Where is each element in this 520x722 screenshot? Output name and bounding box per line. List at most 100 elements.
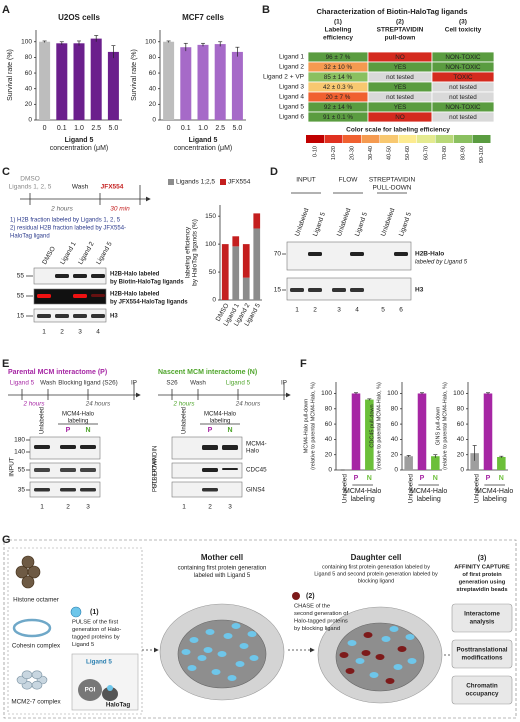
lane-number: 3 bbox=[337, 307, 341, 314]
x-tick-label: Unlabeled bbox=[341, 474, 348, 504]
blot-band bbox=[350, 252, 364, 256]
legend-swatch bbox=[168, 179, 174, 185]
outcome-label: modifications bbox=[462, 655, 503, 662]
y-tick-label: 100 bbox=[145, 38, 156, 45]
x-tick-label: 0.1 bbox=[181, 125, 191, 132]
row-label: Ligand 6 bbox=[279, 114, 304, 121]
scale-label: 90-100 bbox=[479, 146, 485, 163]
panel-label: B bbox=[262, 4, 270, 16]
blot-band bbox=[34, 488, 50, 492]
cell-text: YES bbox=[394, 104, 407, 111]
blot-band bbox=[91, 294, 105, 297]
blot-band bbox=[332, 288, 346, 292]
y-tick-label: 0 bbox=[394, 467, 398, 474]
step-text: generation using bbox=[459, 580, 506, 586]
y-tick-label: 60 bbox=[25, 70, 33, 77]
protein-icon bbox=[369, 672, 379, 678]
blot-band bbox=[202, 488, 218, 492]
y-tick-label: 50 bbox=[209, 269, 217, 276]
scale-swatch bbox=[324, 135, 343, 143]
scale-swatch bbox=[417, 135, 435, 143]
protein-icon bbox=[381, 636, 391, 642]
blot bbox=[33, 308, 107, 323]
lane-label: Ligand 5 bbox=[398, 211, 413, 237]
lane-number: 3 bbox=[78, 329, 82, 336]
blot-band bbox=[308, 252, 322, 256]
x-tick-label: 0 bbox=[167, 125, 171, 132]
group-label: FLOW bbox=[339, 177, 359, 184]
step-text: tagged proteins by bbox=[72, 635, 120, 641]
lane-label: N bbox=[85, 427, 90, 434]
lane-label: P bbox=[66, 427, 71, 434]
complex-label: Histone octamer bbox=[13, 597, 59, 604]
cell-text: not tested bbox=[386, 94, 414, 101]
y-axis-label: (relative to parental MCM4-Halo, %) bbox=[376, 382, 382, 470]
blot-header: labeling bbox=[68, 419, 89, 425]
mcm-icon bbox=[21, 670, 33, 680]
x-tick-label: 2.5 bbox=[215, 125, 225, 132]
cell-title: Mother cell bbox=[201, 553, 243, 562]
frame bbox=[3, 539, 517, 719]
scale-swatch bbox=[472, 135, 491, 143]
column-header: STREPTAVIDIN bbox=[377, 27, 424, 34]
y-tick-label: 60 bbox=[149, 70, 157, 77]
cell-text: NO bbox=[395, 54, 405, 61]
step-label: Ligand 5 bbox=[10, 380, 35, 387]
y-axis-label: labeling efficiency bbox=[185, 226, 192, 278]
chart-title: U2OS cells bbox=[58, 13, 100, 22]
bar bbox=[417, 393, 427, 470]
halotag-icon bbox=[102, 687, 118, 701]
y-tick-label: 40 bbox=[391, 436, 399, 443]
protein-icon bbox=[235, 661, 245, 667]
scale-swatch bbox=[306, 135, 324, 143]
x-tick-label: 2.5 bbox=[91, 125, 101, 132]
y-axis-label: Survival rate (%) bbox=[7, 49, 14, 101]
blot-band bbox=[222, 468, 238, 470]
bar bbox=[163, 41, 175, 120]
bar bbox=[107, 51, 119, 121]
protein-icon bbox=[211, 669, 221, 675]
y-axis-label: (relative to parental MCM4-Halo, %) bbox=[442, 382, 448, 470]
lane-label: Ligand 2 bbox=[77, 240, 96, 265]
blot-band bbox=[91, 274, 105, 278]
bar bbox=[365, 399, 374, 470]
cell-text: YES bbox=[394, 64, 407, 71]
bar-segment bbox=[221, 244, 229, 300]
blot-band bbox=[37, 314, 51, 318]
protein-icon bbox=[247, 631, 257, 637]
y-axis-label: Survival rate (%) bbox=[131, 49, 138, 101]
mw-marker: 15 bbox=[274, 287, 282, 294]
y-tick-label: 80 bbox=[25, 54, 33, 61]
cell-text: not tested bbox=[386, 74, 414, 81]
bar bbox=[497, 456, 506, 470]
y-tick-label: 60 bbox=[391, 421, 399, 428]
panel-label: A bbox=[2, 4, 10, 16]
time-label: 24 hours bbox=[235, 401, 261, 408]
column-header: (2) bbox=[396, 19, 404, 26]
protein-icon bbox=[187, 665, 197, 671]
protein-icon bbox=[181, 649, 191, 655]
bar-segment bbox=[253, 228, 261, 300]
y-tick-label: 80 bbox=[391, 406, 399, 413]
cell-text: not tested bbox=[449, 94, 477, 101]
x-axis-label: labeling bbox=[351, 496, 375, 503]
step-text: of first protein bbox=[462, 572, 502, 578]
outcome-label: Interactome bbox=[464, 611, 500, 618]
poi-icon bbox=[78, 679, 102, 701]
cell-text: NO bbox=[395, 114, 405, 121]
blot-band bbox=[394, 252, 408, 256]
step-text: Halo-tagged proteins bbox=[294, 619, 348, 625]
outcome-box bbox=[451, 675, 513, 705]
band-label: MCM4- bbox=[246, 441, 267, 448]
blot-band bbox=[308, 288, 322, 292]
y-axis-label: CDC45 pull-down bbox=[369, 404, 375, 447]
y-tick-label: 20 bbox=[457, 451, 465, 458]
mcm-icon bbox=[31, 670, 43, 680]
blot-band bbox=[34, 445, 50, 449]
column-header: efficiency bbox=[323, 35, 353, 42]
bar bbox=[231, 51, 243, 121]
cell-text: containing first protein generation labe… bbox=[322, 564, 430, 570]
legend-label: JFX554 bbox=[228, 179, 251, 186]
y-tick-label: 20 bbox=[149, 101, 157, 108]
blot bbox=[33, 267, 107, 285]
